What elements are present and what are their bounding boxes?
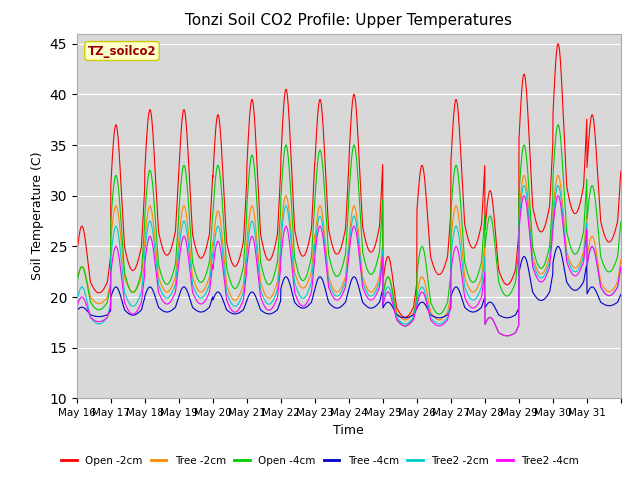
X-axis label: Time: Time (333, 424, 364, 437)
Y-axis label: Soil Temperature (C): Soil Temperature (C) (31, 152, 44, 280)
Title: Tonzi Soil CO2 Profile: Upper Temperatures: Tonzi Soil CO2 Profile: Upper Temperatur… (186, 13, 512, 28)
Text: TZ_soilco2: TZ_soilco2 (88, 45, 156, 58)
Legend: Open -2cm, Tree -2cm, Open -4cm, Tree -4cm, Tree2 -2cm, Tree2 -4cm: Open -2cm, Tree -2cm, Open -4cm, Tree -4… (57, 452, 583, 470)
